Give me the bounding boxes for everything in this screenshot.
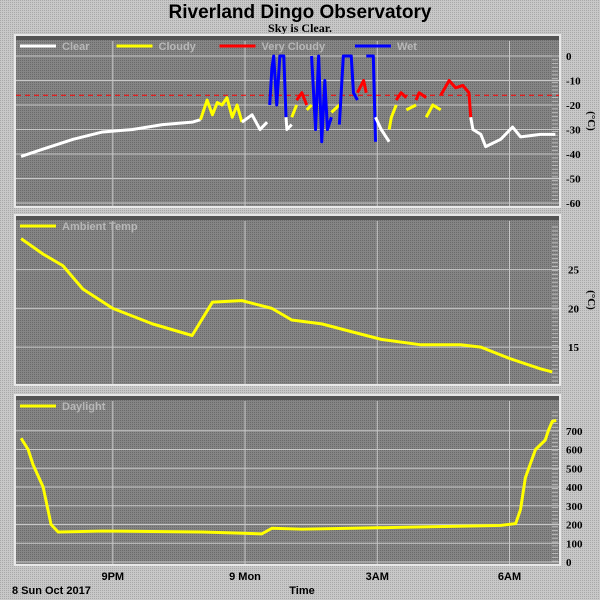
legend-label: Very Cloudy xyxy=(262,41,326,53)
series-line xyxy=(20,118,201,158)
y-tick-label: -10 xyxy=(566,76,581,88)
y-axis-label: (°C) xyxy=(585,111,597,131)
legend-label: Clear xyxy=(62,41,90,53)
y-tick-label: 20 xyxy=(568,303,580,315)
y-tick-label: 500 xyxy=(566,463,583,475)
series-line xyxy=(20,237,553,374)
legend-label: Daylight xyxy=(62,401,106,413)
series-line xyxy=(424,103,442,118)
y-tick-label: 300 xyxy=(566,501,583,513)
y-tick-label: 0 xyxy=(566,51,572,63)
y-tick-label: 600 xyxy=(566,445,583,457)
series-line xyxy=(387,104,398,130)
panel-header-bar xyxy=(16,216,559,220)
panel-header-bar xyxy=(16,36,559,40)
legend-label: Wet xyxy=(397,41,417,53)
y-tick-label: 0 xyxy=(566,557,572,569)
series-line xyxy=(284,117,293,131)
series-line xyxy=(366,54,378,142)
panel-header-bar xyxy=(16,396,559,400)
x-tick-label: 9PM xyxy=(101,571,124,583)
series-line xyxy=(295,91,309,106)
sky-status: Sky is Clear. xyxy=(268,21,332,35)
series-line xyxy=(337,54,359,125)
x-tick-label: 9 Mon xyxy=(229,571,261,583)
series-line xyxy=(439,79,473,118)
series-line xyxy=(290,104,298,118)
panel-1 xyxy=(14,214,561,386)
x-tick-label: 3AM xyxy=(366,571,389,583)
y-tick-label: 100 xyxy=(566,538,583,550)
y-tick-label: 200 xyxy=(566,520,583,532)
series-line xyxy=(305,103,313,111)
y-tick-label: 15 xyxy=(568,342,580,354)
page-title: Riverland Dingo Observatory xyxy=(169,2,432,23)
series-line xyxy=(469,116,556,149)
x-tick-label: 6AM xyxy=(498,571,521,583)
series-line xyxy=(19,418,557,536)
x-axis-label: Time xyxy=(289,585,314,597)
y-tick-label: 25 xyxy=(568,265,580,277)
panel-2 xyxy=(14,394,561,566)
series-line xyxy=(374,116,391,143)
series-line xyxy=(330,103,341,114)
y-tick-label: 700 xyxy=(566,426,583,438)
series-line xyxy=(268,54,288,118)
y-tick-label: -20 xyxy=(566,100,581,112)
series-line xyxy=(241,113,269,131)
y-tick-label: -30 xyxy=(566,125,581,137)
series-line xyxy=(310,54,333,144)
legend-label: Cloudy xyxy=(159,41,197,53)
series-line xyxy=(405,103,417,112)
series-line xyxy=(356,79,368,94)
y-axis-label: (°C) xyxy=(585,290,597,310)
series-line xyxy=(414,91,428,101)
legend-label: Ambient Temp xyxy=(62,221,138,233)
y-tick-label: -40 xyxy=(566,149,581,161)
y-tick-label: -50 xyxy=(566,174,581,186)
y-tick-label: 400 xyxy=(566,482,583,494)
series-line xyxy=(199,96,244,123)
y-tick-label: -60 xyxy=(566,198,581,210)
date-label: 8 Sun Oct 2017 xyxy=(12,585,91,597)
series-line xyxy=(394,91,408,101)
